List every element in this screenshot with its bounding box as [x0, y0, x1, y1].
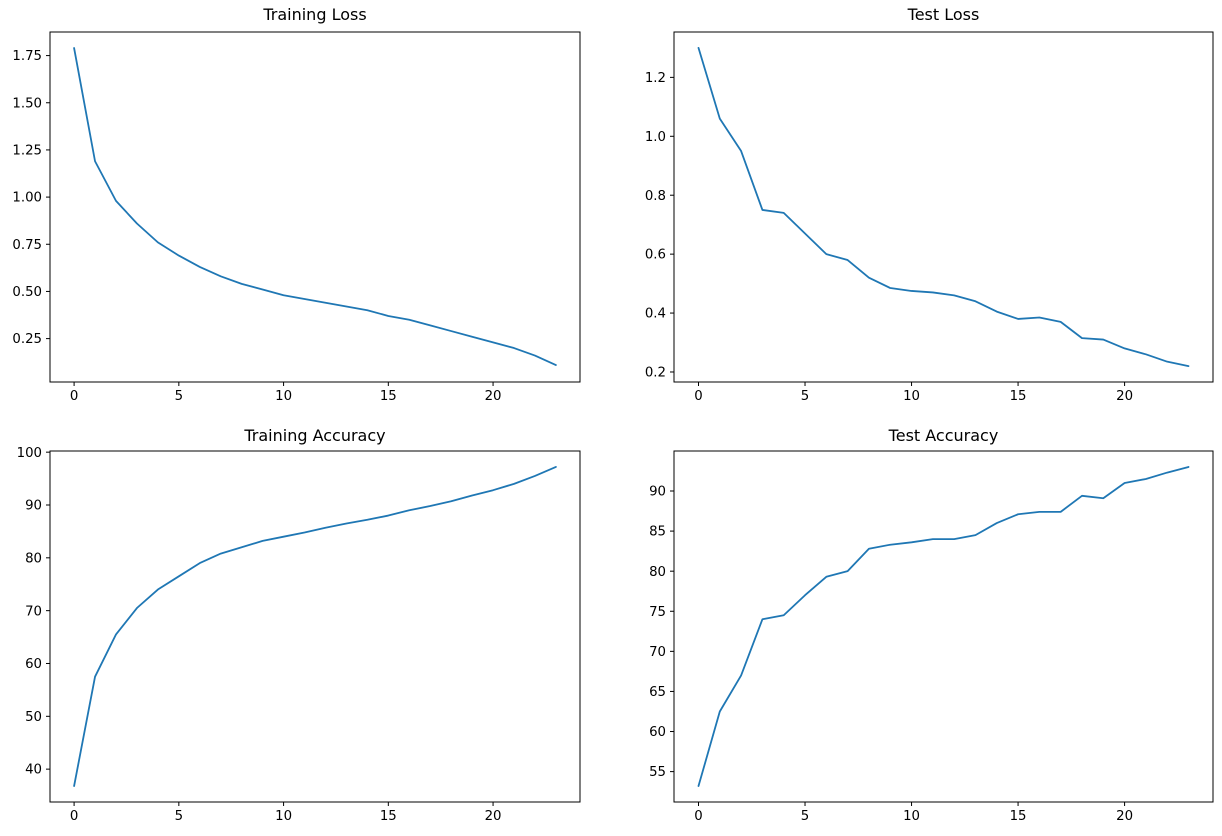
svg-text:5: 5 [801, 389, 809, 404]
svg-text:20: 20 [1116, 389, 1133, 404]
svg-text:10: 10 [903, 809, 920, 824]
svg-text:20: 20 [485, 809, 502, 824]
svg-text:0.2: 0.2 [645, 366, 666, 381]
svg-text:15: 15 [380, 809, 397, 824]
svg-text:0.8: 0.8 [645, 189, 666, 204]
svg-text:10: 10 [903, 389, 920, 404]
subplot-test-accuracy: Test Accuracy 0 5 10 15 20 55 60 65 70 75 80 85 90 [611, 418, 1222, 836]
svg-text:75: 75 [649, 605, 666, 620]
svg-text:50: 50 [25, 710, 42, 725]
training-loss-plot-area: 0 5 10 15 20 0.25 0.50 0.75 1.00 1.25 1.50 1.75 [12, 31, 581, 404]
subplot-training-accuracy: Training Accuracy 0 5 10 15 20 40 50 60 70 80 90 10… [0, 418, 611, 836]
svg-text:100: 100 [17, 446, 42, 461]
svg-text:5: 5 [175, 389, 183, 404]
svg-text:5: 5 [801, 809, 809, 824]
svg-text:80: 80 [649, 565, 666, 580]
subplot-training-loss: Training Loss 0 5 10 15 20 0.25 0.50 0.75 1.00 1.… [0, 0, 611, 418]
svg-text:0: 0 [694, 809, 702, 824]
svg-text:90: 90 [25, 499, 42, 514]
training-loss-title: Training Loss [263, 5, 367, 24]
svg-text:0: 0 [70, 389, 78, 404]
svg-text:1.2: 1.2 [645, 71, 666, 86]
svg-text:65: 65 [649, 685, 666, 700]
svg-text:1.25: 1.25 [12, 144, 42, 159]
svg-text:20: 20 [485, 389, 502, 404]
svg-text:0: 0 [70, 809, 78, 824]
svg-text:1.0: 1.0 [645, 130, 666, 145]
svg-text:70: 70 [25, 604, 42, 619]
svg-text:1.50: 1.50 [12, 96, 42, 111]
svg-text:0.4: 0.4 [645, 307, 666, 322]
subplot-test-loss: Test Loss 0 5 10 15 20 0.2 0.4 0.6 0.8 1.0 1.2 [611, 0, 1222, 418]
svg-text:5: 5 [175, 809, 183, 824]
svg-text:85: 85 [649, 525, 666, 540]
svg-text:60: 60 [649, 725, 666, 740]
svg-text:1.00: 1.00 [12, 191, 42, 206]
test-loss-plot-area: 0 5 10 15 20 0.2 0.4 0.6 0.8 1.0 1.2 [645, 31, 1214, 404]
training-accuracy-plot-area: 0 5 10 15 20 40 50 60 70 80 90 100 [17, 446, 581, 824]
svg-text:0.50: 0.50 [12, 285, 42, 300]
svg-text:1.75: 1.75 [12, 49, 42, 64]
svg-text:80: 80 [25, 551, 42, 566]
svg-text:15: 15 [1010, 809, 1027, 824]
svg-text:0.75: 0.75 [12, 238, 42, 253]
svg-text:0: 0 [694, 389, 702, 404]
svg-text:10: 10 [275, 809, 292, 824]
test-loss-title: Test Loss [907, 5, 980, 24]
training-accuracy-title: Training Accuracy [244, 426, 386, 445]
svg-text:90: 90 [649, 485, 666, 500]
svg-text:70: 70 [649, 645, 666, 660]
test-accuracy-title: Test Accuracy [888, 426, 999, 445]
svg-text:0.6: 0.6 [645, 248, 666, 263]
svg-text:10: 10 [275, 389, 292, 404]
svg-text:20: 20 [1116, 809, 1133, 824]
svg-text:0.25: 0.25 [12, 332, 42, 347]
svg-text:40: 40 [25, 763, 42, 778]
svg-text:15: 15 [1010, 389, 1027, 404]
test-accuracy-plot-area: 0 5 10 15 20 55 60 65 70 75 80 85 90 [649, 450, 1214, 824]
svg-text:60: 60 [25, 657, 42, 672]
svg-text:55: 55 [649, 765, 666, 780]
svg-text:15: 15 [380, 389, 397, 404]
